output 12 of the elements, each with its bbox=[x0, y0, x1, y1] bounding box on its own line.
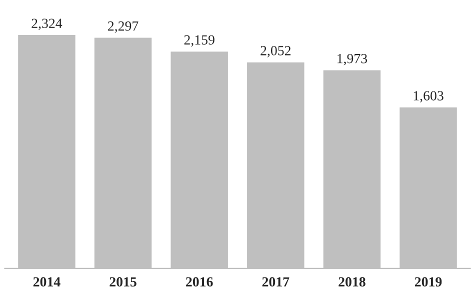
x-tick-label: 2019 bbox=[414, 277, 442, 287]
data-label: 2,324 bbox=[32, 18, 62, 30]
x-tick-label: 2016 bbox=[186, 277, 213, 287]
x-tick-label: 2017 bbox=[262, 277, 290, 287]
data-label: 1,973 bbox=[338, 54, 368, 66]
data-label: 2,052 bbox=[260, 46, 291, 58]
data-label: 2,297 bbox=[108, 21, 138, 33]
x-tick-label: 2018 bbox=[338, 277, 366, 287]
x-tick-label: 2015 bbox=[110, 277, 136, 287]
data-label: 2,159 bbox=[184, 35, 214, 47]
data-label: 1,603 bbox=[414, 91, 444, 102]
x-tick-label: 2014 bbox=[33, 277, 60, 287]
